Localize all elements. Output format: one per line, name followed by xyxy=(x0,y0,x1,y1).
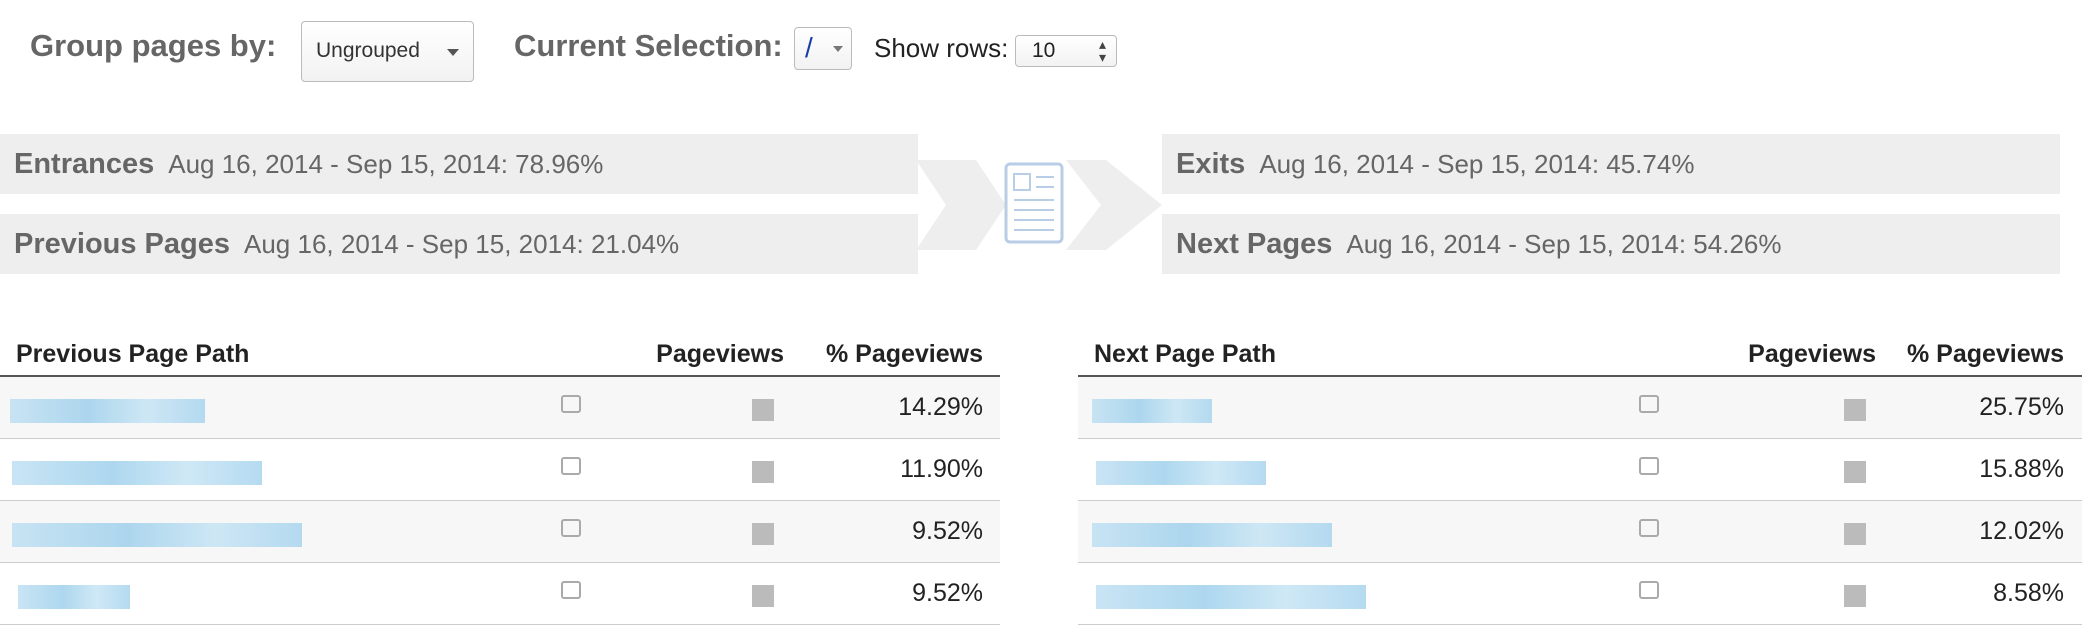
pageviews-redacted xyxy=(1844,523,1866,545)
group-dropdown[interactable]: Ungrouped xyxy=(301,21,474,82)
entrances-bar: Entrances Aug 16, 2014 - Sep 15, 2014: 78… xyxy=(0,134,918,194)
percent-pageviews: 8.58% xyxy=(1993,579,2064,607)
caret xyxy=(447,49,459,62)
table-row: 15.88% xyxy=(1078,439,2082,501)
selection-dropdown[interactable]: / xyxy=(794,27,852,70)
column-header: Pageviews xyxy=(1748,340,1876,368)
column-header: Previous Page Path xyxy=(16,340,250,368)
pageviews-redacted xyxy=(752,399,774,421)
pageviews-redacted xyxy=(752,523,774,545)
exits-bar: Exits Aug 16, 2014 - Sep 15, 2014: 45.74% xyxy=(1162,134,2060,194)
pageviews-redacted xyxy=(752,461,774,483)
percent-pageviews: 25.75% xyxy=(1979,393,2064,421)
rows-select[interactable]: 10 ▴ ▾ xyxy=(1015,35,1117,67)
spinner: ▴ ▾ xyxy=(1098,36,1106,65)
header-rule xyxy=(1078,375,2082,377)
percent-pageviews: 9.52% xyxy=(912,517,983,545)
open-link-icon[interactable] xyxy=(1639,519,1659,537)
rows-label: Show rows: xyxy=(874,33,1009,63)
flow-detail: Aug 16, 2014 - Sep 15, 2014: 54.26% xyxy=(1346,228,1782,259)
group-label: Group pages by: xyxy=(30,28,277,63)
selection-label: Current Selection: xyxy=(514,28,783,63)
page-link[interactable] xyxy=(1096,585,1366,609)
open-link-icon[interactable] xyxy=(561,581,581,599)
open-link-icon[interactable] xyxy=(1639,457,1659,475)
percent-pageviews: 14.29% xyxy=(898,393,983,421)
flow-detail: Aug 16, 2014 - Sep 15, 2014: 45.74% xyxy=(1259,148,1695,179)
selection-value: / xyxy=(805,32,813,63)
next-bar: Next Pages Aug 16, 2014 - Sep 15, 2014: 5… xyxy=(1162,214,2060,274)
open-link-icon[interactable] xyxy=(561,395,581,413)
flow-icon xyxy=(916,160,1162,250)
previous-bar: Previous Pages Aug 16, 2014 - Sep 15, 201… xyxy=(0,214,918,274)
pageviews-redacted xyxy=(752,585,774,607)
caret xyxy=(833,46,843,57)
table-row: 8.58% xyxy=(1078,563,2082,625)
flow-label: Next Pages xyxy=(1176,227,1333,260)
column-header: Next Page Path xyxy=(1094,340,1277,368)
column-header: Pageviews xyxy=(656,340,784,368)
rows-value: 10 xyxy=(1032,39,1056,62)
flow-label: Entrances xyxy=(14,147,155,180)
page-link[interactable] xyxy=(10,399,205,423)
open-link-icon[interactable] xyxy=(561,519,581,537)
flow-label: Previous Pages xyxy=(14,227,230,260)
previous-table: Previous Page Path Pageviews % Pageviews 14… xyxy=(0,330,1000,630)
page-link[interactable] xyxy=(1096,461,1266,485)
next-table: Next Page Path Pageviews % Pageviews 25.75%… xyxy=(1078,330,2082,630)
flow-detail: Aug 16, 2014 - Sep 15, 2014: 78.96% xyxy=(168,148,604,179)
page-link[interactable] xyxy=(1092,523,1332,547)
page-link[interactable] xyxy=(12,523,302,547)
open-link-icon[interactable] xyxy=(1639,581,1659,599)
percent-pageviews: 11.90% xyxy=(900,455,983,483)
page-link[interactable] xyxy=(1092,399,1212,423)
header-rule xyxy=(0,375,1000,377)
table-row: 12.02% xyxy=(1078,501,2082,563)
pageviews-redacted xyxy=(1844,399,1866,421)
percent-pageviews: 9.52% xyxy=(912,579,983,607)
group-value: Ungrouped xyxy=(316,39,420,62)
table-row: 14.29% xyxy=(0,377,1000,439)
column-header: % Pageviews xyxy=(825,340,983,368)
percent-pageviews: 12.02% xyxy=(1979,517,2064,545)
table-row: 9.52% xyxy=(0,501,1000,563)
percent-pageviews: 15.88% xyxy=(1979,455,2064,483)
page-link[interactable] xyxy=(18,585,130,609)
table-row: 11.90% xyxy=(0,439,1000,501)
column-header: % Pageviews xyxy=(1906,340,2064,368)
page-link[interactable] xyxy=(12,461,262,485)
table-row: 25.75% xyxy=(1078,377,2082,439)
open-link-icon[interactable] xyxy=(1639,395,1659,413)
pageviews-redacted xyxy=(1844,461,1866,483)
flow-detail: Aug 16, 2014 - Sep 15, 2014: 21.04% xyxy=(244,228,680,259)
open-link-icon[interactable] xyxy=(561,457,581,475)
flow-label: Exits xyxy=(1176,147,1246,180)
pageviews-redacted xyxy=(1844,585,1866,607)
table-row: 9.52% xyxy=(0,563,1000,625)
